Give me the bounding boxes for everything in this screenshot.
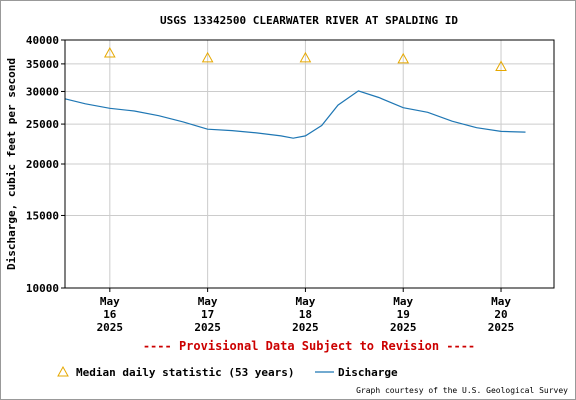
discharge-line [64, 90, 526, 139]
median-markers [103, 46, 507, 71]
median-triangle-marker [103, 46, 116, 58]
x-tick-label: May [198, 295, 218, 308]
y-tick-label: 30000 [26, 85, 59, 98]
y-axis-label: Discharge, cubic feet per second [5, 58, 18, 270]
x-tick-label: 2025 [488, 321, 515, 334]
x-tick-label: 17 [201, 308, 214, 321]
legend-discharge-label: Discharge [338, 366, 398, 379]
x-tick-label: 18 [299, 308, 312, 321]
legend-median-triangle-icon [57, 365, 69, 377]
x-tick-label: 2025 [194, 321, 221, 334]
x-tick-label: 16 [103, 308, 117, 321]
x-tick-label: May [100, 295, 120, 308]
x-tick-label: 20 [494, 308, 507, 321]
x-tick-label: May [295, 295, 315, 308]
median-triangle-marker [299, 51, 312, 63]
median-triangle-marker [495, 60, 507, 71]
x-tick-label: May [393, 295, 413, 308]
x-tick-label: 19 [397, 308, 410, 321]
x-tick-label: 2025 [390, 321, 417, 334]
y-tick-label: 40000 [26, 34, 59, 47]
legend-median-label: Median daily statistic (53 years) [76, 366, 295, 379]
y-tick-label: 10000 [26, 282, 59, 295]
plot-area-border [64, 39, 555, 289]
legend: Median daily statistic (53 years) Discha… [57, 365, 398, 379]
x-tick-label: 2025 [97, 321, 124, 334]
y-axis-ticks: 10000 15000 20000 25000 30000 35000 40000 [26, 34, 65, 295]
y-tick-label: 25000 [26, 118, 59, 131]
chart-title: USGS 13342500 CLEARWATER RIVER AT SPALDI… [160, 14, 458, 27]
x-tick-label: 2025 [292, 321, 319, 334]
y-tick-label: 15000 [26, 209, 59, 222]
median-triangle-marker [397, 52, 410, 64]
grid-lines [65, 39, 554, 289]
x-tick-label: May [491, 295, 511, 308]
y-tick-label: 35000 [26, 58, 59, 71]
provisional-notice: ---- Provisional Data Subject to Revisio… [143, 339, 475, 353]
y-tick-label: 20000 [26, 158, 59, 171]
graph-credit: Graph courtesy of the U.S. Geological Su… [356, 386, 568, 395]
median-triangle-marker [201, 51, 214, 63]
x-axis-ticks: May162025May172025May182025May192025May2… [97, 288, 515, 334]
